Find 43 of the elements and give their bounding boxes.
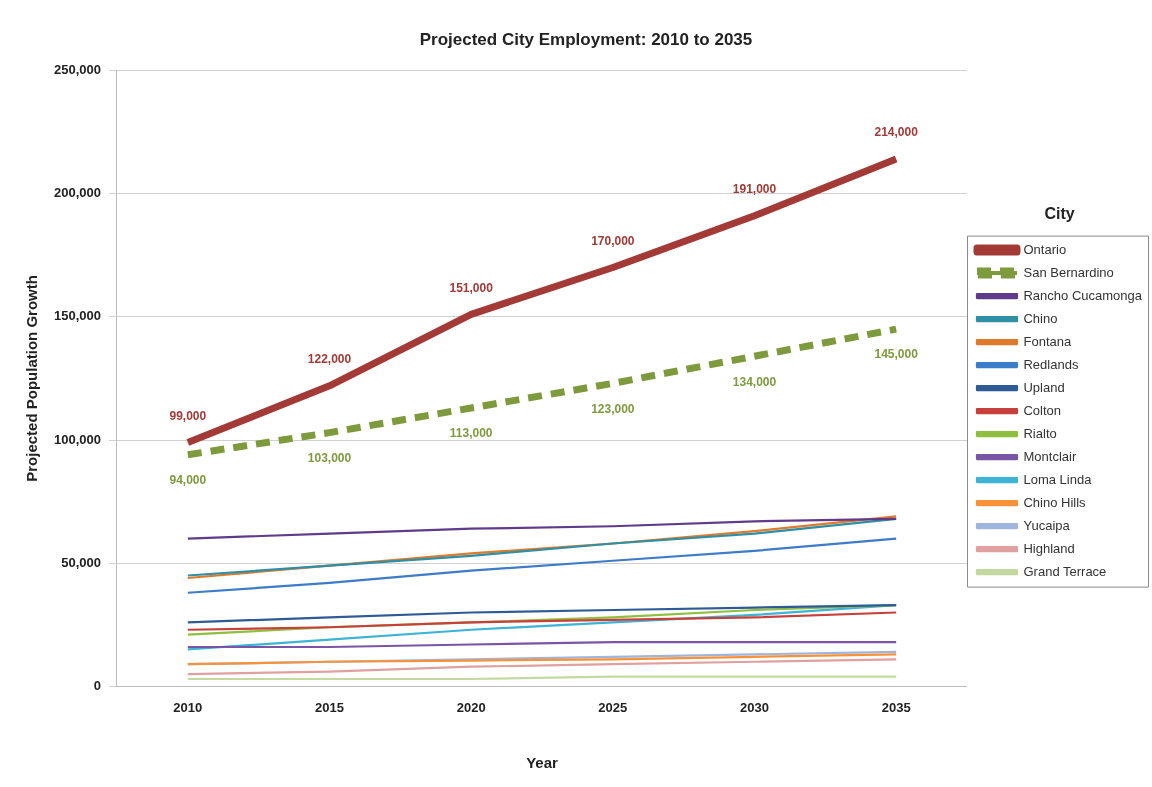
legend-label: Chino Hills [1023,494,1087,510]
data-label: 151,000 [449,280,494,295]
y-tick-label: 150,000 [53,308,101,324]
x-tick-label: 2030 [740,699,769,715]
legend-label: Yucaipa [1023,517,1071,533]
data-label: 103,000 [307,450,352,465]
data-label: 214,000 [874,125,919,140]
data-label: 191,000 [732,182,777,197]
data-label: 123,000 [591,401,635,416]
legend-label: Rancho Cucamonga [1023,287,1143,303]
y-tick-label: 200,000 [53,185,101,201]
data-label: 113,000 [449,426,493,441]
y-tick-label: 50,000 [61,554,101,570]
legend-label: Fontana [1023,333,1072,349]
legend-label: Montclair [1023,448,1077,464]
legend-label: Colton [1023,402,1062,418]
legend-label: Redlands [1023,356,1079,372]
legend-label: Rialto [1023,425,1057,441]
x-tick-label: 2035 [881,699,911,715]
legend-label: Loma Linda [1023,471,1093,487]
data-label: 145,000 [874,347,919,362]
data-label: 99,000 [169,408,207,423]
legend-label: Upland [1023,379,1065,395]
x-tick-label: 2010 [173,699,203,715]
data-label: 170,000 [591,233,635,248]
legend-label: Highland [1023,540,1075,556]
legend-label: San Bernardino [1023,264,1114,280]
x-tick-label: 2015 [315,699,344,715]
data-label: 94,000 [169,473,207,488]
y-tick-label: 100,000 [53,431,101,447]
legend-title: City [1044,204,1075,222]
x-tick-label: 2020 [456,699,486,715]
y-tick-label: 0 [93,677,101,693]
data-label: 122,000 [307,352,352,367]
y-tick-label: 250,000 [53,61,101,77]
legend-label: Ontario [1023,241,1067,257]
data-label: 134,000 [732,374,777,389]
chart-title: Projected City Employment: 2010 to 2035 [419,29,753,49]
x-axis-title: Year [526,754,558,772]
y-axis-title: Projected Population Growth [23,275,41,482]
legend-label: Chino [1023,310,1058,326]
x-tick-label: 2025 [598,699,628,715]
legend-label: Grand Terrace [1023,563,1107,579]
